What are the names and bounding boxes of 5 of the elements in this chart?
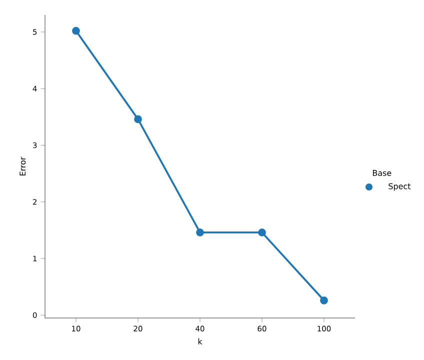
point <box>196 228 204 236</box>
point <box>258 228 266 236</box>
point <box>72 26 80 35</box>
point <box>320 296 328 304</box>
point <box>134 115 142 124</box>
